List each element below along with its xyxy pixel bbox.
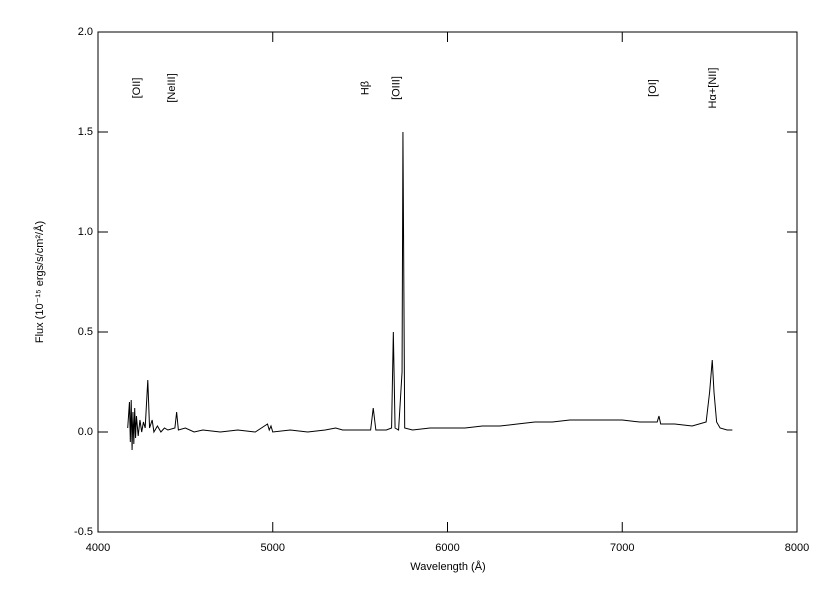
y-tick-label: 1.0 <box>78 226 93 238</box>
annotation: Hβ <box>359 81 371 95</box>
x-tick-label: 6000 <box>435 542 459 554</box>
y-axis-label: Flux (10⁻¹⁵ ergs/s/cm²/Å) <box>33 221 46 343</box>
x-tick-label: 8000 <box>785 542 809 554</box>
y-tick-label: 2.0 <box>78 26 93 38</box>
annotation: [OI] <box>647 79 659 97</box>
y-tick-label: 0.0 <box>78 426 93 438</box>
annotation: [NeIII] <box>166 73 178 102</box>
plot-frame <box>97 31 798 533</box>
annotation: [OII] <box>131 78 143 99</box>
x-tick-label: 5000 <box>261 542 285 554</box>
y-tick-label: 1.5 <box>78 126 93 138</box>
x-tick-label: 4000 <box>86 542 110 554</box>
x-axis-label: Wavelength (Å) <box>410 560 485 573</box>
spectrum-line <box>127 131 733 451</box>
x-tick-label: 7000 <box>610 542 634 554</box>
y-tick-label: 0.5 <box>78 326 93 338</box>
y-tick-label: -0.5 <box>74 526 93 538</box>
annotation: Hα+[NII] <box>707 68 719 109</box>
annotation: [OIII] <box>391 76 403 100</box>
